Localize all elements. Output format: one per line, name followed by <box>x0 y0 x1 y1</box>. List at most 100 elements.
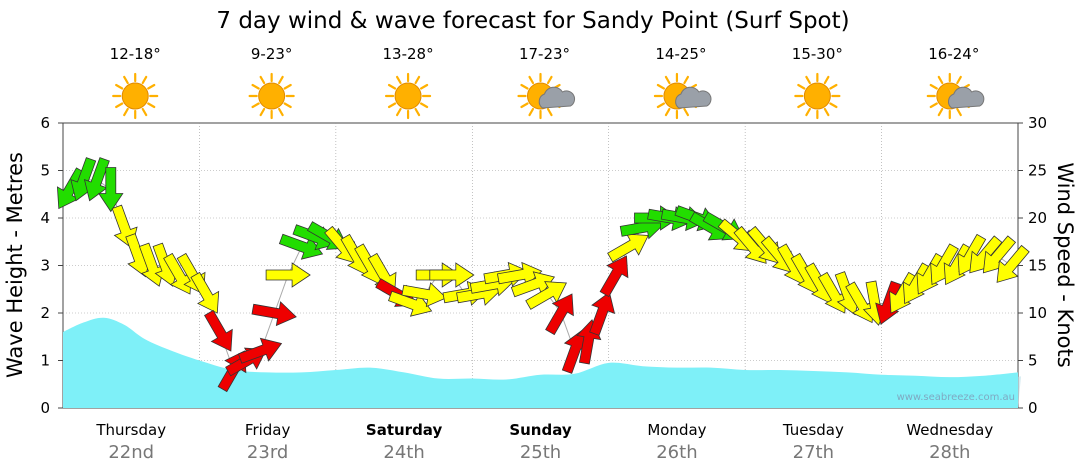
sun-ray <box>283 102 292 109</box>
sun-ray <box>546 107 553 117</box>
sun-ray <box>546 75 553 85</box>
sun-ray <box>664 107 671 117</box>
day-temp: 14-25° <box>655 45 706 63</box>
day-temp: 16-24° <box>928 45 979 63</box>
sun-icon <box>384 72 432 120</box>
day-headers: 12-18° 9-23° 13-28° 17-23° 14-25° 15-30° 16-24… <box>110 45 985 120</box>
sun-ray <box>683 107 690 117</box>
sun-ray <box>528 75 535 85</box>
sun-disc <box>803 82 831 110</box>
day-date: 27th <box>793 442 834 463</box>
day-temp: 13-28° <box>383 45 434 63</box>
sun-ray <box>956 75 962 85</box>
plot-area: www.seabreeze.com.au <box>56 122 1030 409</box>
right-tick-label: 20 <box>1028 209 1047 227</box>
wind-arrow <box>996 244 1030 283</box>
right-tick-label: 5 <box>1028 352 1038 370</box>
sun-ray <box>395 75 402 85</box>
wind-arrow <box>429 262 475 288</box>
right-tick-label: 15 <box>1028 257 1047 275</box>
sun-ray <box>414 75 421 85</box>
sun-ray <box>683 75 690 85</box>
left-tick-label: 3 <box>40 257 50 275</box>
sun-ray <box>395 107 402 117</box>
sun-ray <box>805 107 811 117</box>
sun-ray <box>664 75 671 85</box>
sun-ray <box>278 107 284 117</box>
sun-ray <box>528 107 535 117</box>
sun-ray <box>141 75 148 85</box>
day-name: Sunday <box>509 421 572 439</box>
sun-ray <box>251 102 260 109</box>
chart-title: 7 day wind & wave forecast for Sandy Poi… <box>216 8 849 34</box>
cloud-shape <box>948 86 985 109</box>
cloud-shape <box>538 86 576 109</box>
sun-icon <box>112 72 159 120</box>
sun-icon <box>794 72 841 120</box>
cloud-shape <box>675 86 712 109</box>
wind-arrow <box>599 255 629 298</box>
wind-arrow <box>190 271 220 314</box>
wind-arrow <box>545 293 574 336</box>
right-axis-ticks: 0 5 10 15 20 25 30 <box>1018 114 1047 417</box>
sun-ray <box>829 83 838 90</box>
wind-arrow <box>204 309 233 352</box>
day-date: 25th <box>520 442 561 463</box>
sun-ray <box>115 83 124 90</box>
partly-cloudy-icon <box>653 72 712 120</box>
sun-ray <box>419 83 429 90</box>
wind-arrow <box>589 291 616 336</box>
wind-arrow <box>525 281 567 310</box>
sun-disc <box>258 82 286 110</box>
left-axis-ticks: 0 1 2 3 4 5 6 <box>40 114 63 417</box>
sun-ray <box>797 83 806 90</box>
left-axis-label: Wave Height - Metres <box>3 152 27 378</box>
day-temp: 9-23° <box>251 45 293 63</box>
sun-ray <box>283 83 292 90</box>
sun-ray <box>656 83 666 90</box>
sun-ray <box>123 75 129 85</box>
left-tick-label: 4 <box>40 209 50 227</box>
right-axis-label: Wind Speed - Knots <box>1053 162 1077 367</box>
right-tick-label: 10 <box>1028 304 1047 322</box>
sun-ray <box>520 83 529 90</box>
sun-ray <box>797 102 806 109</box>
sun-ray <box>278 75 284 85</box>
day-date: 23rd <box>247 442 288 463</box>
sun-disc <box>394 82 422 110</box>
day-name: Tuesday <box>782 421 844 439</box>
sun-ray <box>956 107 962 117</box>
wave-height-area <box>63 317 1018 408</box>
left-tick-label: 0 <box>40 399 50 417</box>
sun-ray <box>251 83 260 90</box>
day-temp: 17-23° <box>519 45 570 63</box>
sun-ray <box>387 83 397 90</box>
day-date: 26th <box>656 442 697 463</box>
sun-ray <box>259 107 266 117</box>
wind-arrow <box>56 167 86 210</box>
sun-ray <box>115 102 124 109</box>
sun-disc <box>121 82 149 110</box>
sun-ray <box>147 102 156 109</box>
wind-arrow <box>265 262 311 288</box>
day-name: Wednesday <box>906 421 993 439</box>
sun-ray <box>141 107 148 117</box>
sun-ray <box>387 102 397 109</box>
sun-ray <box>419 102 429 109</box>
sun-ray <box>937 107 944 117</box>
day-date: 22nd <box>108 442 154 463</box>
sun-ray <box>656 102 666 109</box>
sun-ray <box>520 102 529 109</box>
sun-ray <box>147 83 156 90</box>
sun-icon <box>248 72 295 120</box>
left-tick-label: 6 <box>40 114 50 132</box>
sun-ray <box>823 107 830 117</box>
sun-ray <box>937 75 944 85</box>
partly-cloudy-icon <box>926 72 985 120</box>
right-tick-label: 30 <box>1028 114 1047 132</box>
day-date: 28th <box>929 442 970 463</box>
sun-ray <box>929 83 938 90</box>
sun-ray <box>123 107 129 117</box>
wind-arrow <box>607 233 649 263</box>
